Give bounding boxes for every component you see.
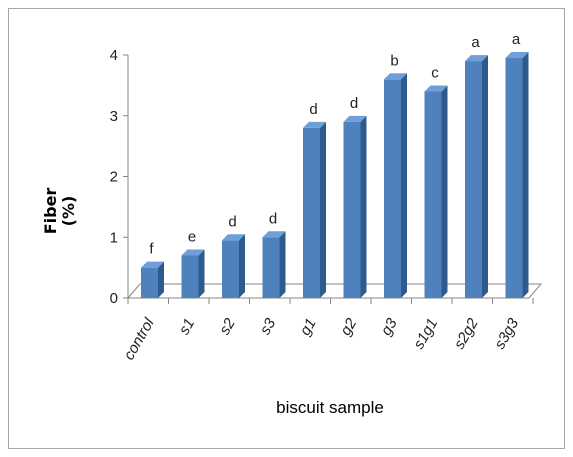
bar-s1g1 — [424, 85, 448, 298]
significance-letter: a — [512, 31, 521, 48]
bar-s2 — [222, 234, 245, 298]
y-tick-label: 2 — [110, 169, 118, 186]
significance-letter: d — [309, 101, 317, 118]
x-category-label: s1g1 — [410, 316, 441, 353]
significance-letter: a — [471, 34, 480, 51]
bar-g3 — [384, 73, 407, 298]
significance-letter: d — [228, 213, 236, 230]
x-category-label: g3 — [378, 315, 401, 339]
bar-side — [239, 234, 245, 298]
x-category-label: s2g2 — [451, 315, 482, 352]
bar-side — [401, 73, 407, 298]
bar-s3 — [262, 231, 286, 298]
bar-top — [384, 73, 407, 80]
bar-front — [181, 255, 199, 298]
bar-side — [320, 121, 326, 299]
y-tick-label: 0 — [110, 290, 118, 307]
significance-letter: f — [149, 241, 154, 258]
x-category-label: s3 — [257, 315, 280, 338]
bar-s1 — [181, 249, 205, 298]
bar-side — [522, 52, 529, 298]
chart-axes: 0 1 2 3 4 — [110, 47, 534, 307]
bar-control — [141, 261, 164, 298]
y-tick-label: 1 — [110, 229, 118, 246]
bar-s2g2 — [465, 55, 488, 299]
y-axis-title: Fiber — [41, 188, 60, 235]
bar-top — [303, 121, 326, 128]
bar-front — [222, 240, 239, 298]
y-tick-label: 4 — [110, 47, 118, 64]
bar-top — [181, 249, 205, 256]
significance-letter: b — [390, 52, 398, 69]
bar-top — [141, 261, 164, 268]
x-category-label: control — [120, 315, 158, 363]
bar-front — [303, 127, 320, 299]
significance-letter: e — [188, 228, 196, 245]
bar-side — [482, 55, 488, 299]
bar-top — [465, 55, 488, 62]
x-axis-title: biscuit sample — [276, 398, 384, 417]
y-tick-label: 3 — [110, 108, 118, 125]
x-category-label: s3g3 — [491, 315, 522, 352]
bar-front — [384, 79, 401, 298]
bar-top — [424, 85, 448, 92]
bar-side — [360, 115, 367, 298]
x-category-label: s2 — [216, 315, 239, 338]
bar-side — [279, 231, 286, 298]
x-category-label: g1 — [297, 316, 320, 339]
bar-front — [262, 237, 280, 298]
bar-front — [505, 58, 523, 298]
x-category-label: g2 — [337, 315, 360, 339]
x-category-label: s1 — [176, 316, 199, 338]
significance-letter: d — [350, 95, 358, 112]
bar-g2 — [343, 115, 367, 298]
bar-top — [222, 234, 245, 241]
bars-group — [141, 52, 529, 299]
bar-side — [441, 85, 448, 298]
bar-side — [158, 261, 164, 298]
bar-top — [262, 231, 286, 238]
bar-top — [505, 52, 529, 59]
bar-side — [198, 249, 205, 298]
bar-g1 — [303, 121, 326, 299]
y-axis-title-unit: (%) — [59, 196, 78, 227]
bar-top — [343, 115, 367, 122]
bar-front — [141, 267, 158, 298]
significance-letter: c — [431, 64, 439, 81]
significance-letter: d — [269, 210, 277, 227]
bar-front — [465, 61, 482, 299]
bar-front — [343, 121, 361, 298]
bar-front — [424, 91, 442, 298]
bar-s3g3 — [505, 52, 529, 298]
